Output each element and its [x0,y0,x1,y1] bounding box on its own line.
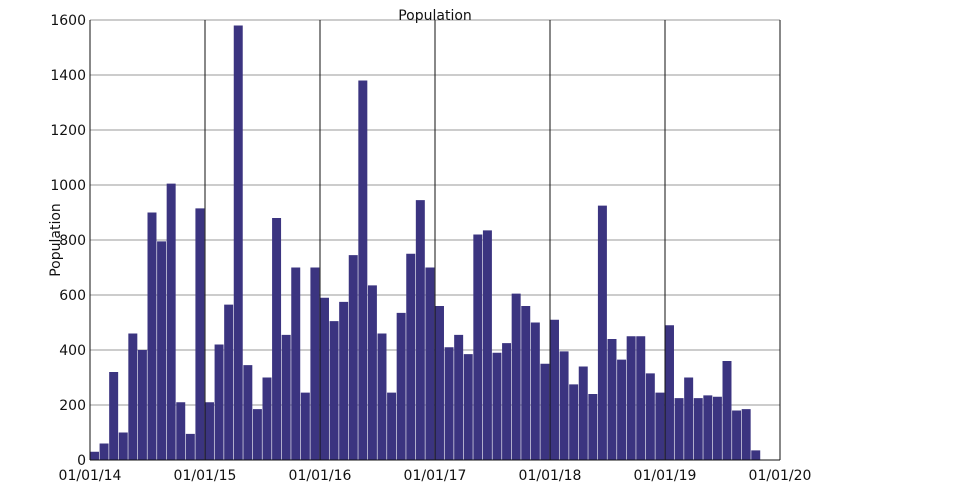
bar [214,344,224,460]
bar [109,372,119,460]
bar [741,409,751,460]
bar [396,312,406,460]
bar [530,322,540,460]
bar [473,234,483,460]
bar [712,396,722,460]
y-tick-label: 800 [59,233,86,249]
bar [492,352,502,460]
bar [243,365,253,460]
bar [521,306,531,460]
y-tick-label: 1600 [50,13,86,29]
y-tick-label: 1200 [50,123,86,139]
bar [607,339,617,460]
bar [444,347,454,460]
y-tick-label: 400 [59,343,86,359]
bar [367,285,377,460]
bar [684,377,694,460]
bar [300,392,310,460]
bar [454,334,464,460]
y-tick-label: 200 [59,398,86,414]
bar [262,377,272,460]
x-tick-label: 01/01/18 [519,468,582,484]
bar [588,394,598,460]
bar [645,373,655,460]
bar [406,253,416,460]
bar [463,354,473,460]
bar [128,333,138,460]
bar [205,402,214,460]
bar [348,255,358,460]
bar [147,212,157,460]
bar [617,359,627,460]
bar [339,301,349,460]
bar [252,409,262,460]
x-tick-label: 01/01/16 [289,468,352,484]
bar [99,443,109,460]
y-tick-label: 1000 [50,178,86,194]
bars [90,25,761,460]
bar [272,218,282,460]
bar [502,343,512,460]
bar [693,398,703,460]
bar [751,450,761,460]
y-axis-label: Population [48,203,64,277]
y-tick-label: 1400 [50,68,86,84]
x-tick-label: 01/01/19 [634,468,697,484]
bar [732,410,742,460]
bar [90,451,99,460]
y-tick-label: 600 [59,288,86,304]
bar [224,304,234,460]
bar [435,306,444,460]
bar [195,208,205,460]
x-tick-label: 01/01/14 [59,468,122,484]
bar [597,205,607,460]
bar [482,230,492,460]
bar [281,334,291,460]
chart-title: Population [398,8,472,24]
bar [310,267,320,460]
bar [233,25,243,460]
bar [626,336,636,460]
bar [511,293,521,460]
bar [415,200,425,460]
bar [176,402,186,460]
bar [559,351,569,460]
bar [387,392,397,460]
bar [320,297,329,460]
bar [185,433,195,460]
bar [674,398,684,460]
bar [665,325,674,460]
bar [377,333,387,460]
bar [157,241,167,460]
bar [137,350,147,460]
bar [291,267,301,460]
bar [118,432,128,460]
bar [540,363,550,460]
bar [722,361,732,460]
bar [578,366,588,460]
bar [358,80,368,460]
bar [550,319,559,460]
bar [703,395,713,460]
bar [425,267,435,460]
x-tick-label: 01/01/17 [404,468,467,484]
axes [89,20,781,461]
bar [166,183,176,460]
bar [569,384,579,460]
bar [329,321,339,460]
x-tick-label: 01/01/15 [174,468,237,484]
x-tick-label: 01/01/20 [749,468,812,484]
bar [655,392,665,460]
bar [636,336,646,460]
y-tick-label: 0 [77,453,86,469]
labels: 0 200 400 600 800 1000 1200 1400 1600 01/01/14 01/… [50,13,811,484]
